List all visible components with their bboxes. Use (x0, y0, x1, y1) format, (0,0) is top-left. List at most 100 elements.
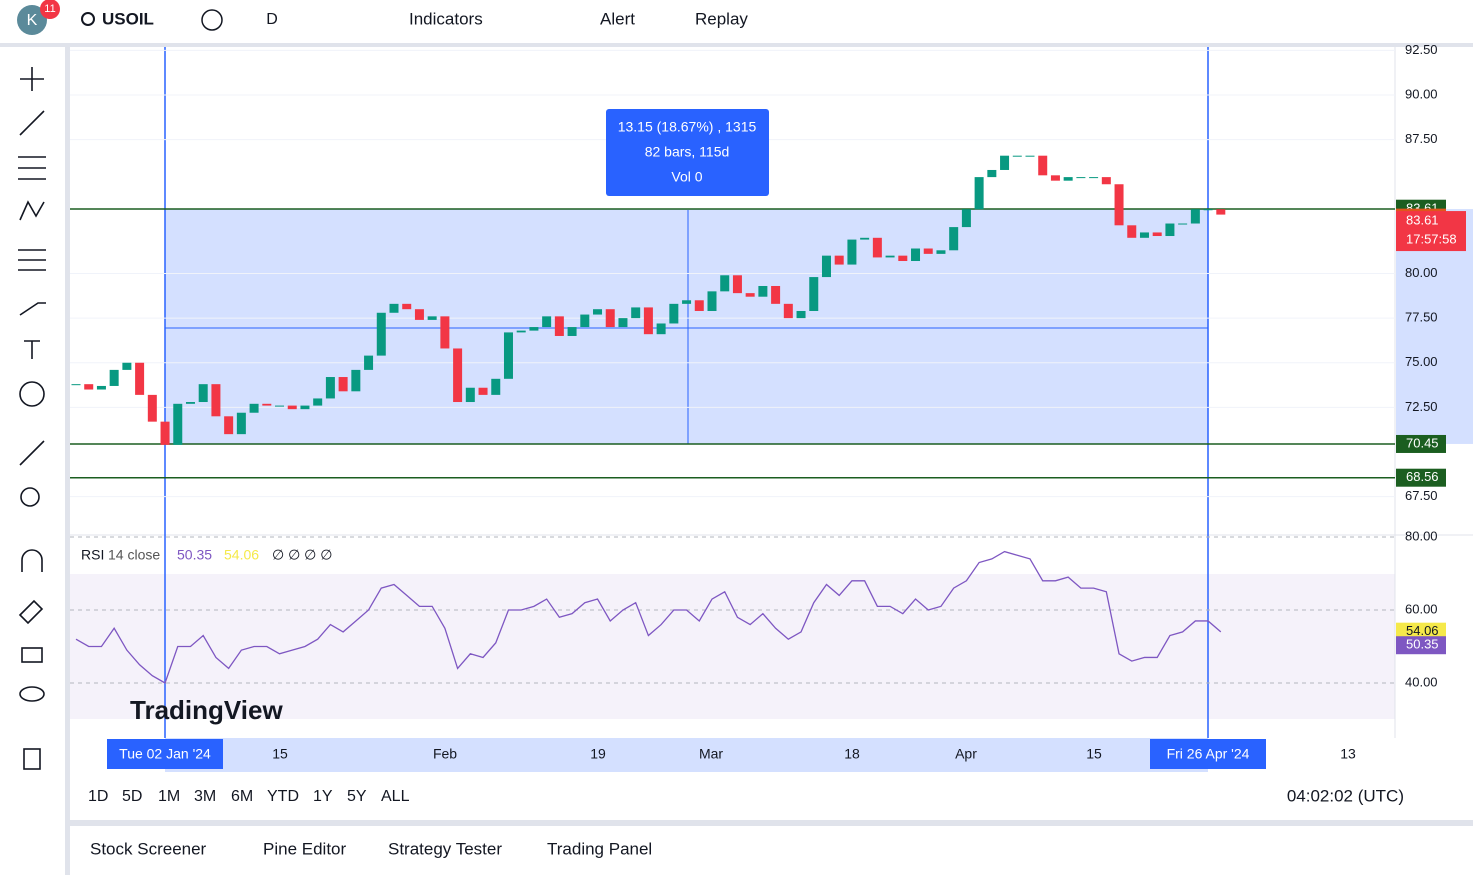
candle (160, 421, 170, 445)
candle (109, 369, 119, 386)
price-label: 68.56 (1406, 469, 1439, 484)
range-button[interactable]: 6M (231, 788, 253, 805)
time-label: 19 (590, 746, 606, 762)
left-icons (18, 67, 46, 770)
clock: 04:02:02 (UTC) (1287, 786, 1404, 805)
countdown: 17:57:58 (1406, 231, 1457, 246)
time-label: 18 (844, 746, 860, 762)
price-tick-label: 92.50 (1405, 42, 1438, 57)
range-button[interactable]: 5D (122, 788, 142, 805)
candle (478, 387, 488, 395)
candle (682, 300, 692, 304)
candle (427, 316, 437, 320)
candle (1139, 232, 1149, 238)
candle (567, 327, 577, 336)
range-button[interactable]: YTD (267, 788, 299, 805)
time-label-bg (107, 739, 223, 769)
candle (275, 405, 285, 407)
rsi-bg (70, 574, 1395, 719)
candle (414, 309, 424, 320)
candle (860, 237, 870, 240)
price-tick-label: 72.50 (1405, 399, 1438, 414)
candle (656, 323, 666, 335)
candle (376, 312, 386, 356)
alert[interactable]: Alert (600, 9, 635, 28)
candle (580, 314, 590, 328)
candle (1165, 223, 1175, 237)
candle (542, 316, 552, 328)
candle (300, 405, 310, 410)
price-label-bg (1396, 468, 1446, 487)
rsi-params: 14 close (108, 547, 160, 563)
bottom-tab[interactable]: Trading Panel (547, 839, 652, 858)
indicators[interactable]: Indicators (409, 9, 483, 28)
rsi-ma-value: 54.06 (224, 547, 259, 563)
bottom-tab[interactable]: Pine Editor (263, 839, 346, 858)
candle (287, 405, 297, 410)
candle (465, 387, 475, 403)
candle (84, 384, 94, 390)
range-button[interactable]: 1M (158, 788, 180, 805)
range-button[interactable]: 1Y (313, 788, 333, 805)
candle (147, 394, 157, 422)
candle (796, 310, 806, 319)
symbol[interactable]: USOIL (102, 9, 154, 28)
rsi-tick-label: 60.00 (1405, 601, 1438, 616)
candle (974, 177, 984, 210)
candle (720, 275, 730, 292)
badge-count: 11 (44, 3, 55, 15)
price-tick-label: 80.00 (1405, 265, 1438, 280)
candle (516, 330, 526, 333)
candle (325, 377, 335, 399)
candle (503, 332, 513, 379)
last-price-bg (1396, 211, 1466, 252)
candle (593, 309, 603, 315)
candle (809, 277, 819, 311)
candle (618, 318, 628, 328)
range-button[interactable]: 5Y (347, 788, 367, 805)
candle (262, 403, 272, 406)
candle (1063, 177, 1073, 181)
candle (707, 291, 717, 311)
range-button[interactable]: ALL (381, 788, 410, 805)
candle (1190, 209, 1200, 224)
candle (1038, 155, 1048, 176)
price-tick-label: 77.50 (1405, 310, 1438, 325)
candle (1203, 209, 1213, 211)
rsi-tick-label: 40.00 (1405, 674, 1438, 689)
left-toolbar (0, 47, 65, 875)
avatar[interactable] (17, 5, 47, 35)
measure-text: 13.15 (18.67%) , 1315 (618, 119, 757, 135)
time-label: Apr (955, 746, 977, 762)
time-label: 15 (1086, 746, 1102, 762)
candle (694, 300, 704, 311)
range-button[interactable]: 1D (88, 788, 108, 805)
logo: TradingView (130, 695, 283, 725)
time-label: 15 (272, 746, 288, 762)
candle (885, 255, 895, 258)
replay[interactable]: Replay (695, 9, 748, 28)
rsi-line (75, 550, 1222, 684)
rsi-label-bg (1396, 636, 1446, 655)
candle (1089, 177, 1099, 179)
candle (402, 303, 412, 310)
avatar-letter: K (27, 12, 38, 29)
candle (1050, 175, 1060, 181)
topbar (0, 0, 1473, 43)
candle (1101, 177, 1111, 185)
add-icon[interactable] (201, 9, 223, 31)
bottom-tab[interactable]: Stock Screener (90, 839, 207, 858)
interval[interactable]: D (266, 11, 278, 28)
candle (834, 255, 844, 265)
bottom-panel (70, 826, 1473, 875)
time-label: Tue 02 Jan '24 (119, 746, 211, 762)
time-label: 13 (1340, 746, 1356, 762)
measure-area (165, 209, 1208, 444)
range-button[interactable]: 3M (194, 788, 216, 805)
candle (923, 248, 933, 254)
candle (554, 316, 564, 336)
rsi-label-bg (1396, 622, 1446, 641)
bottom-tab[interactable]: Strategy Tester (388, 839, 502, 858)
candle (389, 303, 399, 313)
